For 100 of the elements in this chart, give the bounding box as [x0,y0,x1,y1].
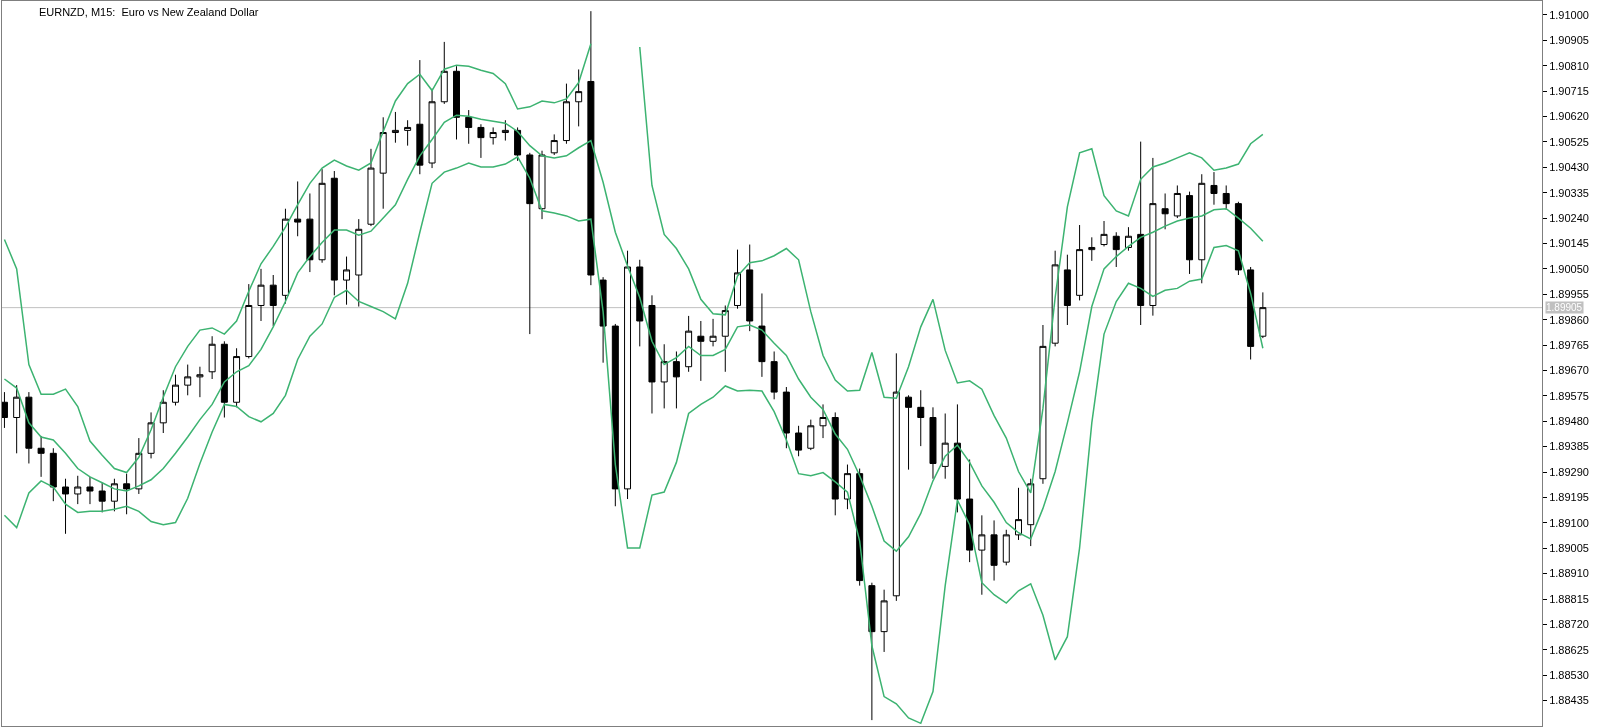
candlestick [245,283,253,359]
candlestick [1173,184,1181,219]
candlestick [1161,192,1169,230]
candlestick [941,412,949,480]
candlestick [135,437,143,495]
candlestick [685,315,693,373]
y-tick-label: 1.90715 [1549,84,1589,97]
candlestick [86,476,94,505]
candlestick [343,256,351,306]
candlestick [1124,226,1132,252]
candlestick [721,304,729,373]
candlestick [746,244,754,332]
candlestick [391,111,399,144]
y-tick-label: 1.88910 [1549,567,1589,580]
candlestick [501,119,509,142]
candlestick [233,347,241,408]
candlestick [953,403,961,513]
candlestick [770,350,778,400]
candlestick [159,389,167,434]
candlestick [220,340,228,418]
candlestick [465,109,473,145]
candlestick [306,192,314,273]
candlestick [966,458,974,563]
candlestick [428,88,436,169]
candlestick [74,475,82,505]
candlestick [110,478,118,512]
y-tick-label: 1.89670 [1549,364,1589,377]
y-tick-label: 1.90145 [1549,237,1589,250]
candlestick [98,482,106,513]
candlestick [734,249,741,310]
y-tick-label: 1.89195 [1549,491,1589,504]
candlestick [1076,224,1084,301]
candlestick [1100,220,1108,247]
candlestick [819,403,827,439]
candlestick [1198,173,1206,284]
y-tick-label: 1.89005 [1549,542,1589,555]
line-series [3,114,1264,552]
candlestick [294,180,302,237]
candlestick [440,41,448,105]
candlestick [843,464,851,510]
candlestick [636,259,644,347]
candlestick [550,133,558,156]
ref-line-label: 1.89905 [1546,302,1583,313]
chart-title: EURNZD, M15: Euro vs New Zealand Dollar [38,5,259,18]
candlestick [2,391,8,429]
candlestick [624,250,632,500]
candlestick [1149,157,1157,317]
y-tick-label: 1.90525 [1549,135,1589,148]
candlestick [172,374,179,406]
candlestick [404,119,412,147]
candlestick [281,208,289,305]
candlestick [526,152,534,335]
y-tick-label: 1.90240 [1549,211,1589,224]
candlestick [49,447,57,502]
candlestick [1234,201,1242,276]
line-series [3,156,1264,725]
y-tick-label: 1.88625 [1549,643,1589,656]
candlestick [379,116,387,210]
y-tick-label: 1.90905 [1549,34,1589,47]
candlestick [807,419,815,451]
candlestick [611,323,619,507]
candlestick [318,168,326,264]
candlestick [929,406,937,480]
candlestick [13,384,21,454]
candlestick [453,65,460,140]
candlestick [355,218,363,308]
y-tick-label: 1.88815 [1549,592,1589,605]
y-tick-label: 1.89385 [1549,440,1589,453]
candlestick [25,391,33,464]
candlestick [1210,171,1218,206]
y-tick-label: 1.90810 [1549,59,1589,72]
candlestick [538,150,546,220]
candlestick [758,292,766,378]
candlestick [196,366,204,398]
candlestick [1137,141,1145,326]
candlestick [184,364,192,396]
candlestick [1039,324,1047,485]
y-tick-label: 1.89290 [1549,465,1589,478]
candlestick [1027,478,1035,547]
y-tick-label: 1.90620 [1549,110,1589,123]
candlestick [123,473,131,515]
candlestick [416,59,424,175]
candlestick [1186,191,1194,275]
candlestick [672,350,680,409]
candlestick [1015,487,1022,541]
candlestick [660,343,668,409]
y-tick-label: 1.90050 [1549,262,1589,275]
y-tick-label: 1.89860 [1549,313,1589,326]
y-tick-label: 1.89955 [1549,288,1589,301]
candlestick [62,478,70,535]
y-tick-label: 1.89765 [1549,338,1589,351]
candlestick [795,425,803,457]
candlestick [37,435,45,478]
candlestick [1259,291,1267,339]
candlestick [905,394,913,471]
y-tick-label: 1.90335 [1549,186,1589,199]
candlestick [330,170,338,296]
candlestick [1222,184,1230,211]
candlestick [257,268,265,322]
candlestick [1002,529,1010,566]
